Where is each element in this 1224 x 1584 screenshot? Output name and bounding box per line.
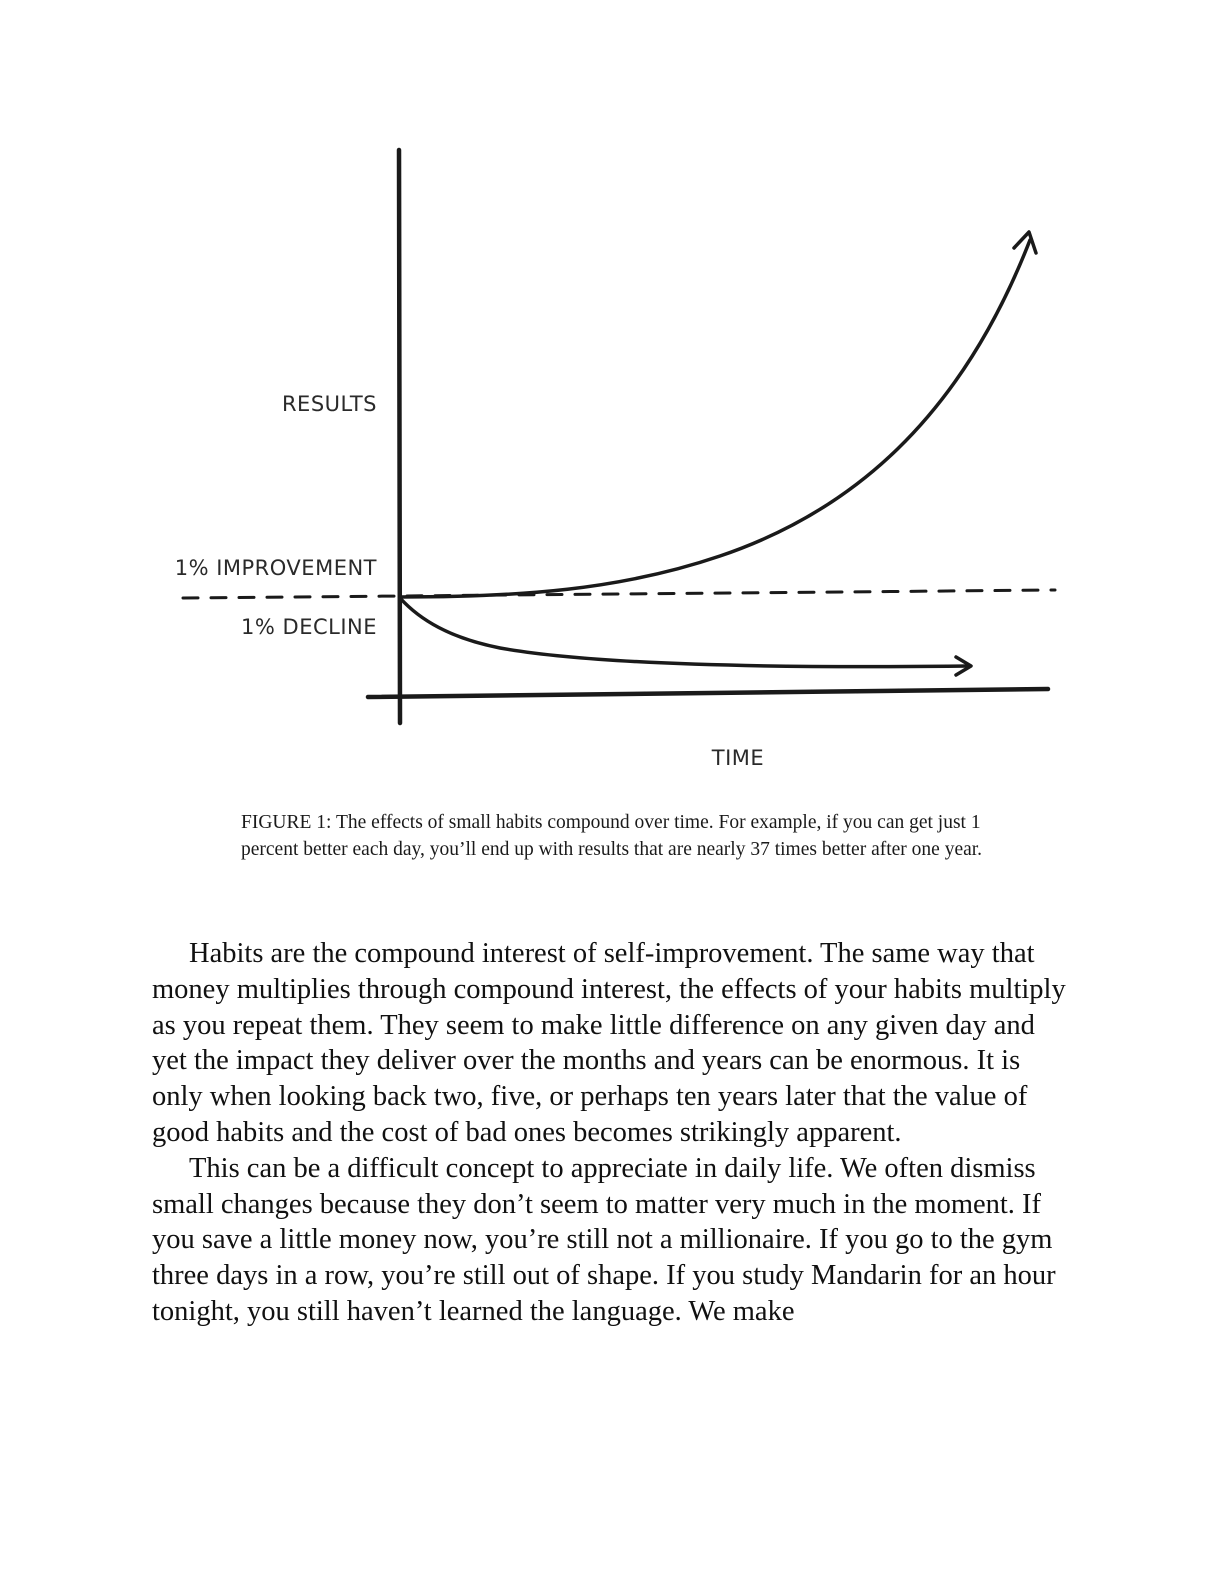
paragraph-1: Habits are the compound interest of self… — [152, 938, 1066, 1148]
results-label: RESULTS — [282, 392, 377, 416]
decline-arrowhead — [954, 655, 973, 677]
time-label: TIME — [711, 746, 764, 770]
improvement-label: 1% IMPROVEMENT — [175, 556, 377, 580]
improvement-arrowhead — [1012, 230, 1038, 255]
figure-caption: FIGURE 1: The effects of small habits co… — [241, 812, 983, 860]
improvement-curve — [398, 238, 1032, 599]
decline-curve — [398, 596, 970, 669]
paragraph-2: This can be a difficult concept to appre… — [152, 1152, 1056, 1327]
y-axis — [396, 147, 403, 726]
x-axis — [365, 686, 1051, 700]
compound-habits-figure: RESULTS 1% IMPROVEMENT 1% DECLINE TIME — [175, 147, 1057, 770]
decline-label: 1% DECLINE — [241, 615, 377, 639]
body-text: Habits are the compound interest of self… — [152, 936, 1072, 1330]
baseline-dashed-line — [181, 588, 1057, 600]
